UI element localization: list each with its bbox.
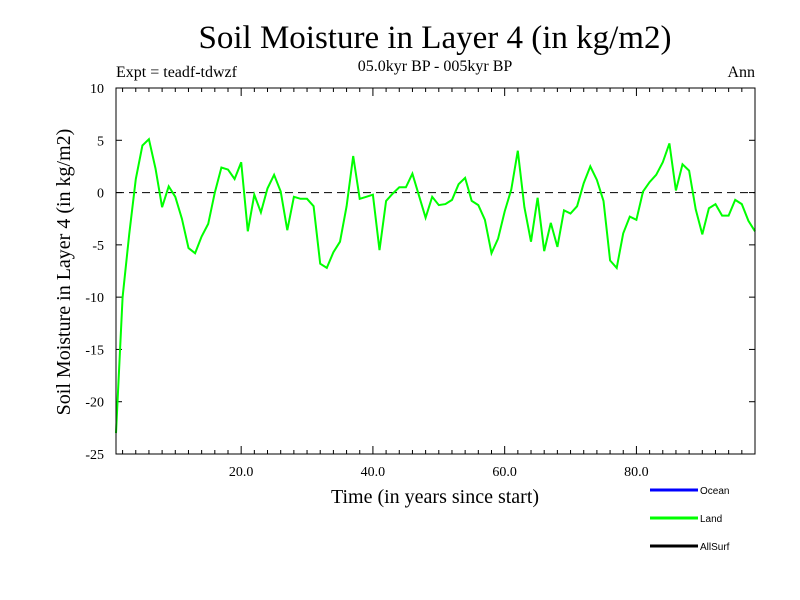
legend-allsurf-label: AllSurf xyxy=(700,542,730,553)
x-tick-label: 80.0 xyxy=(624,465,649,480)
y-axis-ticks: -25 -20 -15 -10 -5 0 5 10 xyxy=(85,82,755,463)
x-tick-label: 60.0 xyxy=(492,465,517,480)
legend-ocean-label: Ocean xyxy=(700,486,729,497)
chart-subtitle: 05.0kyr BP - 005kyr BP xyxy=(358,58,513,75)
legend: Ocean Land AllSurf xyxy=(650,486,730,553)
y-axis-label: Soil Moisture in Layer 4 (in kg/m2) xyxy=(53,129,75,416)
experiment-label: Expt = teadf-tdwzf xyxy=(116,64,238,81)
x-tick-label: 20.0 xyxy=(229,465,254,480)
x-axis-label: Time (in years since start) xyxy=(331,486,539,508)
y-tick-label: 10 xyxy=(90,82,104,97)
y-tick-label: 0 xyxy=(97,187,104,202)
x-axis-ticks: 20.0 40.0 60.0 80.0 xyxy=(122,88,756,480)
y-tick-label: 5 xyxy=(97,134,104,149)
season-label: Ann xyxy=(727,64,755,81)
y-tick-label: -25 xyxy=(85,448,104,463)
y-tick-label: -5 xyxy=(92,239,104,254)
x-tick-label: 40.0 xyxy=(361,465,386,480)
y-tick-label: -15 xyxy=(85,343,104,358)
land-series-line xyxy=(115,137,756,434)
y-tick-label: -10 xyxy=(85,291,104,306)
y-tick-label: -20 xyxy=(85,396,104,411)
plot-frame xyxy=(115,87,756,455)
legend-land-label: Land xyxy=(700,514,722,525)
chart-title: Soil Moisture in Layer 4 (in kg/m2) xyxy=(199,20,672,56)
